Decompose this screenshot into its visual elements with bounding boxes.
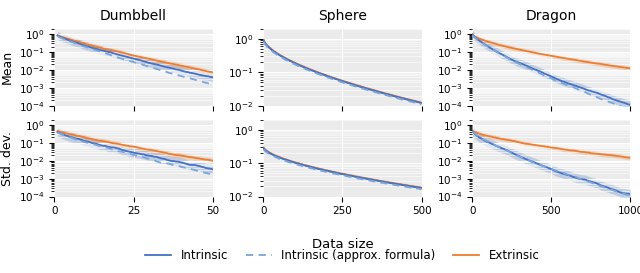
Text: Data size: Data size [312, 238, 373, 251]
Y-axis label: Mean: Mean [1, 50, 13, 84]
Y-axis label: Std. dev.: Std. dev. [1, 130, 13, 186]
Title: Dumbbell: Dumbbell [100, 9, 167, 23]
Legend: Intrinsic, Intrinsic (approx. formula), Extrinsic: Intrinsic, Intrinsic (approx. formula), … [141, 245, 544, 267]
Title: Dragon: Dragon [525, 9, 577, 23]
Title: Sphere: Sphere [318, 9, 367, 23]
